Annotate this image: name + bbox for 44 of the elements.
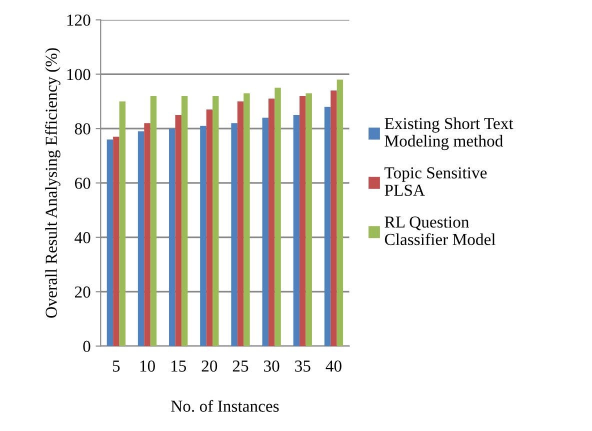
bar (212, 96, 219, 346)
x-tick-label: 30 (264, 360, 280, 372)
x-tick-label: 25 (232, 360, 248, 372)
y-tick-label: 60 (74, 178, 90, 189)
bar (150, 96, 157, 346)
legend-label: RL Question Classifier Model (384, 216, 496, 246)
bar (293, 114, 300, 346)
bar (274, 88, 281, 346)
y-tick-label: 40 (74, 232, 90, 244)
bar (336, 80, 344, 346)
bar (330, 90, 337, 346)
y-axis-title: Overall Result Analysing Efficiency (%) (45, 48, 60, 318)
bar (169, 128, 176, 346)
legend-label: Topic Sensitive PLSA (384, 167, 487, 196)
x-tick-label: 10 (140, 360, 155, 372)
bar (244, 93, 250, 346)
x-tick-label: 5 (112, 360, 120, 372)
y-tick-label: 80 (74, 123, 90, 135)
bar (175, 114, 182, 346)
bar (181, 96, 188, 346)
bar (324, 106, 331, 346)
legend-label: Existing Short Text Modeling method (384, 117, 514, 150)
bar (113, 136, 120, 346)
x-tick-label: 15 (171, 360, 186, 372)
y-tick-label: 100 (67, 68, 90, 80)
bar (144, 123, 150, 346)
x-tick-label: 20 (202, 360, 218, 372)
x-tick-label: 40 (326, 360, 342, 372)
x-axis-title: No. of Instances (171, 400, 279, 412)
bar (231, 123, 238, 346)
y-tick-label: 20 (74, 286, 90, 298)
bar (300, 96, 306, 346)
bar (262, 118, 268, 346)
bar (106, 139, 114, 346)
bar (306, 93, 312, 346)
bar (237, 101, 244, 346)
x-tick-label: 35 (295, 360, 310, 372)
y-tick-label: 0 (83, 340, 90, 352)
y-tick-label: 120 (67, 14, 90, 26)
bar (206, 110, 213, 346)
bar (119, 101, 126, 346)
bar (138, 131, 144, 346)
bar (200, 126, 206, 346)
bar (268, 98, 275, 346)
